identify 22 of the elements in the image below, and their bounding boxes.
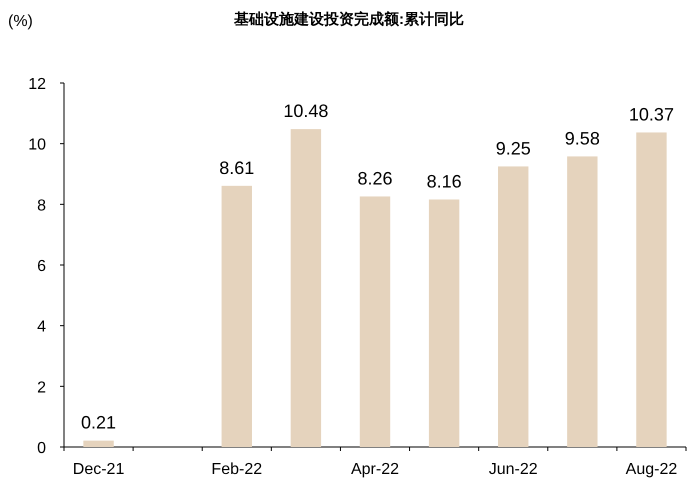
xtick: Aug-22 — [626, 461, 678, 478]
xtick: Dec-21 — [72, 461, 124, 478]
ytick: 12 — [28, 76, 46, 93]
data-label: 8.26 — [357, 168, 393, 188]
ytick: 0 — [37, 440, 46, 457]
ytick: 10 — [28, 136, 46, 154]
data-label: 8.16 — [426, 171, 462, 192]
ytick: 6 — [37, 258, 46, 275]
data-label: 9.58 — [564, 128, 600, 148]
data-label: 0.21 — [81, 412, 116, 433]
ytick: 2 — [37, 379, 46, 396]
data-label: 9.25 — [496, 138, 531, 158]
data-label: 8.61 — [219, 158, 254, 178]
title: 基础设施建设投资完成额:累计同比 — [234, 11, 464, 28]
xtick: Apr-22 — [350, 461, 400, 478]
data-label: 10.37 — [628, 104, 674, 124]
ylabel: (%) — [8, 13, 33, 30]
ytick: 8 — [37, 197, 46, 214]
ytick: 4 — [37, 318, 46, 336]
xtick: Feb-22 — [211, 461, 262, 478]
xtick: Jun-22 — [488, 461, 538, 478]
data-label: 10.48 — [283, 101, 328, 122]
